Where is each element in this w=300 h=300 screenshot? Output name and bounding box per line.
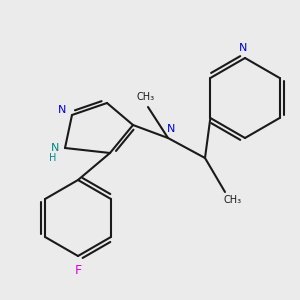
Text: N: N: [51, 143, 59, 153]
Text: CH₃: CH₃: [224, 195, 242, 205]
Text: H: H: [49, 153, 57, 163]
Text: N: N: [167, 124, 175, 134]
Text: F: F: [74, 263, 82, 277]
Text: CH₃: CH₃: [137, 92, 155, 102]
Text: N: N: [239, 43, 247, 53]
Text: N: N: [58, 105, 66, 115]
